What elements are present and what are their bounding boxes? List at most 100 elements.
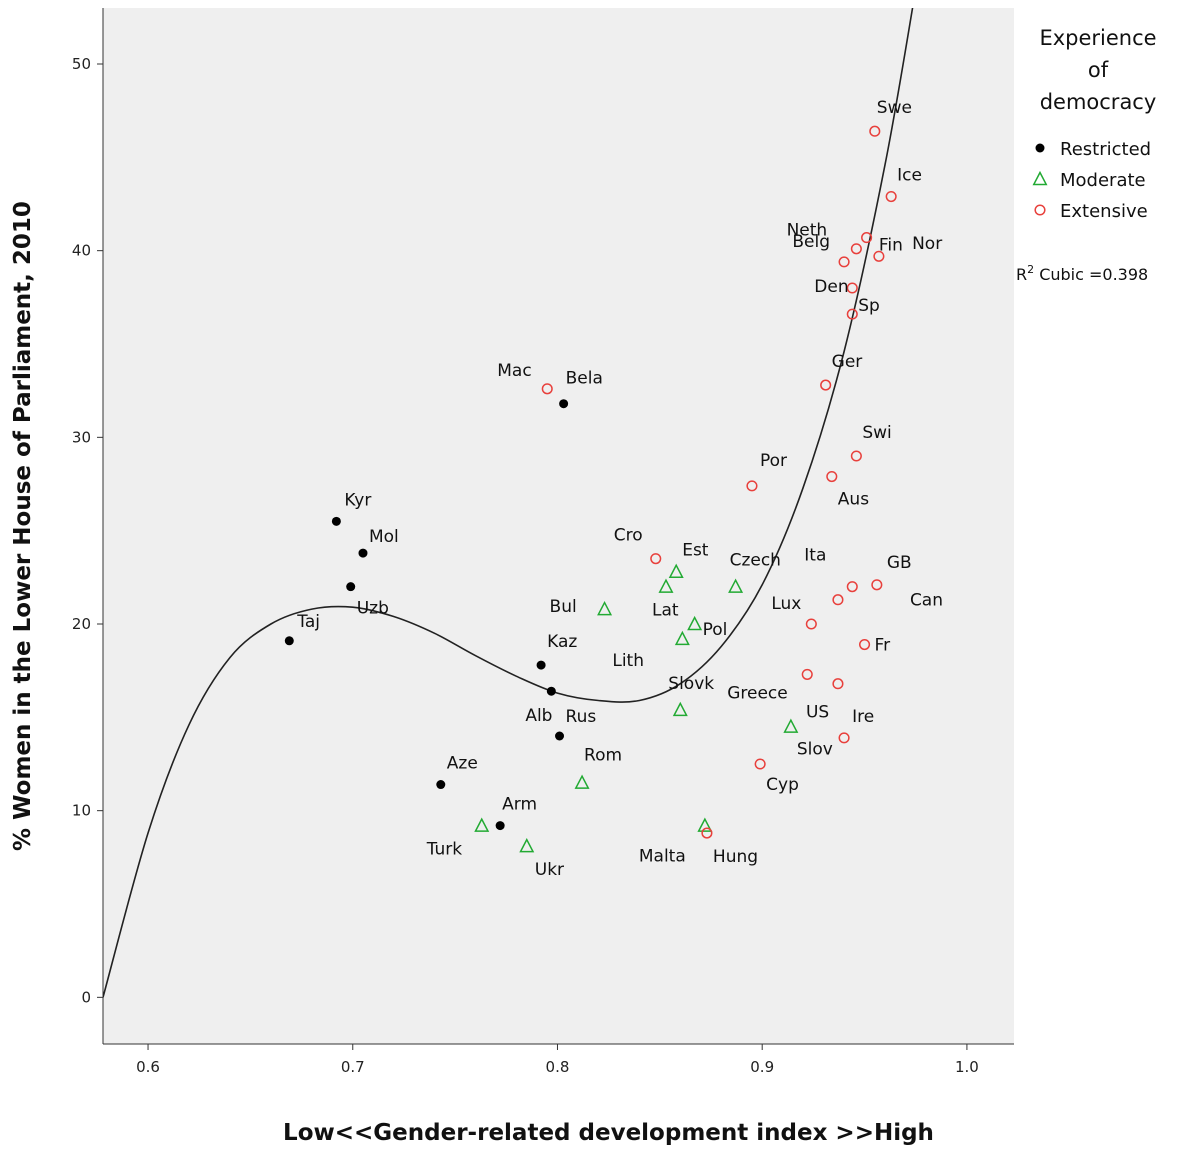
x-tick-label: 1.0 <box>955 1058 979 1076</box>
point-label: Bela <box>566 369 603 389</box>
point-label: Cyp <box>766 775 799 795</box>
x-tick-label: 0.6 <box>136 1058 160 1076</box>
point-extensive <box>873 250 885 262</box>
point-restricted <box>495 821 505 831</box>
point-label: Taj <box>296 612 320 632</box>
point-labels-layer: Kyr Mol Uzb Taj Bela Kaz Alb Rus Aze Arm Est Lat Bul… <box>296 98 943 880</box>
point-label: Turk <box>426 840 463 860</box>
point-label: Lux <box>771 594 801 614</box>
point-extensive <box>820 379 832 391</box>
point-moderate <box>674 630 690 646</box>
point-label: Lat <box>652 601 679 621</box>
point-moderate <box>668 563 684 578</box>
point-moderate <box>672 701 688 717</box>
legend-title: democracy <box>1040 90 1157 114</box>
x-tick-label: 0.9 <box>750 1058 774 1076</box>
y-tick-label: 50 <box>72 55 91 73</box>
point-label: Rom <box>584 746 622 766</box>
point-extensive <box>838 256 850 268</box>
point-label: Hung <box>713 847 758 867</box>
point-extensive <box>869 125 881 137</box>
point-label: Rus <box>566 707 597 727</box>
point-label: Neth <box>787 221 828 241</box>
point-label: GB <box>887 553 912 573</box>
point-extensive <box>801 668 813 680</box>
point-restricted <box>559 399 569 409</box>
point-extensive <box>861 232 873 244</box>
point-label: Ita <box>804 546 826 566</box>
point-extensive <box>805 618 817 630</box>
legend-label: Restricted <box>1060 139 1151 160</box>
point-extensive <box>846 581 858 593</box>
point-label: Swi <box>862 423 891 443</box>
legend-title: Experience <box>1039 26 1156 50</box>
point-moderate <box>687 615 703 631</box>
point-restricted <box>546 686 556 696</box>
point-extensive <box>701 827 713 839</box>
point-label: Est <box>682 541 709 561</box>
y-tick-label: 30 <box>72 428 91 446</box>
point-moderate <box>697 817 713 832</box>
legend-label: Moderate <box>1060 170 1146 191</box>
y-tick-label: 0 <box>81 988 91 1006</box>
point-moderate <box>728 578 744 593</box>
point-label: Mac <box>497 361 531 381</box>
point-extensive <box>859 638 871 651</box>
point-extensive <box>850 243 862 255</box>
axes: 0.6 0.7 0.8 0.9 1.0 0 10 20 30 40 50 <box>72 8 1014 1076</box>
legend-marker-extensive <box>1034 204 1046 216</box>
point-extensive <box>846 308 858 320</box>
y-axis-title: % Women in the Lower House of Parliament… <box>10 201 36 851</box>
point-restricted <box>536 660 546 670</box>
point-extensive <box>838 732 850 744</box>
point-moderate <box>519 838 535 853</box>
point-moderate <box>474 817 490 832</box>
point-label: Greece <box>727 683 788 703</box>
point-moderate <box>597 600 613 616</box>
point-label: Aze <box>447 754 478 774</box>
legend: Experience of democracy Restricted Moderate E… <box>1032 26 1157 222</box>
point-extensive <box>846 282 858 294</box>
r-squared-annotation: R2 Cubic =0.398 <box>1016 263 1148 284</box>
point-label: Slov <box>797 740 833 760</box>
plot-area <box>103 8 1014 1044</box>
point-label: Mol <box>369 527 399 547</box>
point-restricted <box>331 516 341 526</box>
points-layer <box>284 125 897 853</box>
legend-marker-restricted <box>1035 143 1045 153</box>
point-label: US <box>806 703 829 723</box>
x-tick-label: 0.8 <box>546 1058 570 1076</box>
point-extensive <box>754 758 766 770</box>
legend-title: of <box>1088 58 1109 82</box>
x-axis-title: Low<<Gender-related development index >>… <box>283 1120 934 1146</box>
fit-curve-layer <box>103 8 914 998</box>
point-label: Den <box>814 277 848 297</box>
point-restricted <box>346 582 356 592</box>
point-label: Bul <box>550 597 577 617</box>
point-label: Czech <box>730 551 781 571</box>
point-label: Kyr <box>344 490 371 510</box>
point-extensive <box>826 470 838 483</box>
y-tick-label: 40 <box>72 242 91 260</box>
point-label: Ukr <box>535 860 564 880</box>
point-label: Can <box>910 591 943 611</box>
point-extensive <box>650 553 662 565</box>
point-label: Nor <box>912 234 942 254</box>
point-label: Ice <box>897 166 922 186</box>
point-label: Malta <box>639 847 686 867</box>
point-restricted <box>436 780 446 790</box>
point-label: Kaz <box>547 632 577 652</box>
x-tick-label: 0.7 <box>341 1058 365 1076</box>
point-label: Uzb <box>357 599 389 619</box>
point-moderate <box>783 718 799 733</box>
point-label: Slovk <box>668 674 714 694</box>
point-extensive <box>746 480 758 492</box>
point-label: Por <box>760 451 787 471</box>
point-extensive <box>541 383 553 395</box>
point-restricted <box>358 548 368 558</box>
point-label: Arm <box>502 795 537 815</box>
y-tick-label: 10 <box>72 802 91 820</box>
point-extensive <box>885 190 897 203</box>
point-extensive <box>832 678 844 690</box>
